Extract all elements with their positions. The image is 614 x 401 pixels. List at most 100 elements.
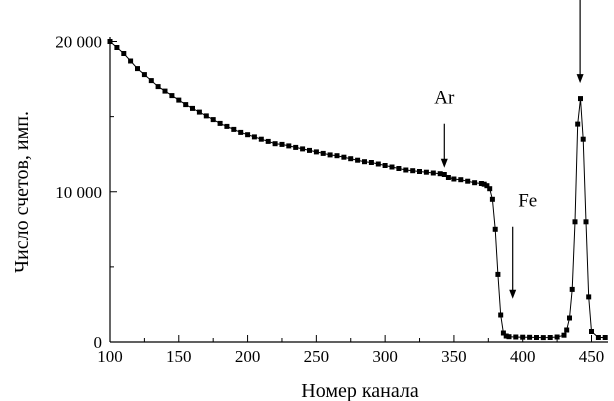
data-point xyxy=(578,96,583,102)
data-point xyxy=(203,113,209,119)
axes: 100 150 200 250 300 350 400 450 0 10 000 20 000 xyxy=(55,33,608,366)
data-point xyxy=(458,177,464,183)
data-point xyxy=(286,143,292,149)
data-point xyxy=(231,126,237,132)
data-point xyxy=(487,186,493,192)
data-point xyxy=(148,78,154,84)
data-point xyxy=(572,219,578,225)
data-point xyxy=(575,121,581,127)
data-point xyxy=(417,169,422,174)
data-point xyxy=(396,166,402,171)
data-point xyxy=(567,315,572,321)
data-point xyxy=(423,169,429,175)
data-point xyxy=(589,329,594,334)
data-point xyxy=(258,136,264,142)
data-point xyxy=(569,286,575,292)
data-point xyxy=(498,312,504,318)
data-point xyxy=(445,175,451,180)
annotation-arrow-head xyxy=(576,74,584,84)
data-point xyxy=(196,109,202,115)
data-point xyxy=(238,129,244,135)
series-line xyxy=(109,41,606,339)
data-point xyxy=(437,171,443,177)
data-point xyxy=(183,102,189,108)
data-point xyxy=(492,226,498,232)
data-point xyxy=(495,271,501,277)
data-point xyxy=(114,45,120,50)
x-tick-label: 350 xyxy=(441,347,467,366)
data-point xyxy=(451,176,457,182)
data-point xyxy=(265,138,271,144)
data-point xyxy=(554,334,560,340)
data-point xyxy=(327,152,333,158)
data-point xyxy=(224,123,230,129)
x-axis-label: Номер канала xyxy=(301,380,419,401)
annotation-label: Ar xyxy=(434,88,455,109)
data-point xyxy=(251,134,257,140)
x-tick-label: 150 xyxy=(166,347,192,366)
data-point xyxy=(300,146,306,152)
data-point xyxy=(169,93,175,99)
data-point xyxy=(313,149,319,155)
data-point xyxy=(141,72,147,78)
data-point xyxy=(481,181,487,187)
data-point xyxy=(368,160,374,165)
x-tick-label: 400 xyxy=(510,347,536,366)
data-point xyxy=(583,219,589,225)
data-point xyxy=(410,168,416,174)
data-point xyxy=(121,51,127,56)
data-point xyxy=(341,154,347,160)
y-tick-label: 10 000 xyxy=(55,183,102,202)
data-point xyxy=(484,183,490,189)
x-tick-label: 250 xyxy=(304,347,330,366)
data-point xyxy=(595,335,601,340)
data-point xyxy=(389,164,395,170)
data-point xyxy=(190,105,195,111)
data-point xyxy=(162,88,168,94)
data-point xyxy=(320,150,326,156)
data-point xyxy=(382,163,388,168)
data-point xyxy=(334,153,340,159)
data-point xyxy=(293,144,299,150)
data-point xyxy=(362,159,367,165)
data-point xyxy=(602,335,608,340)
data-point xyxy=(561,332,567,338)
y-tick-label: 0 xyxy=(94,333,103,352)
data-point xyxy=(547,335,553,340)
y-tick-label: 20 000 xyxy=(55,33,102,52)
annotation-arrow-head xyxy=(509,289,517,299)
data-point xyxy=(155,84,161,90)
data-point xyxy=(430,170,436,176)
data-point xyxy=(217,120,223,126)
data-point xyxy=(580,136,586,142)
data-point xyxy=(279,141,285,147)
data-point xyxy=(586,294,592,300)
data-point xyxy=(500,330,506,336)
data-point xyxy=(513,334,519,340)
data-point xyxy=(210,117,216,123)
x-tick-label: 300 xyxy=(372,347,398,366)
data-point xyxy=(245,132,251,138)
data-point xyxy=(534,335,539,340)
data-point xyxy=(564,327,570,333)
data-point xyxy=(128,58,134,64)
data-point xyxy=(527,334,533,340)
data-point xyxy=(272,141,278,147)
data-point xyxy=(307,147,312,153)
data-point xyxy=(348,156,354,162)
data-point xyxy=(441,172,447,177)
data-point xyxy=(489,196,495,202)
data-point xyxy=(403,167,409,173)
y-axis-label: Число счетов, имп. xyxy=(11,111,33,273)
plot-area xyxy=(107,39,608,341)
annotation-arrow-head xyxy=(440,158,448,168)
annotations: ArFePd xyxy=(434,0,584,299)
data-point xyxy=(355,157,361,163)
data-point xyxy=(375,161,381,167)
data-point xyxy=(540,335,546,341)
data-point xyxy=(472,180,478,186)
x-tick-label: 450 xyxy=(579,347,605,366)
x-tick-label: 200 xyxy=(235,347,261,366)
annotation-label: Fe xyxy=(518,191,537,212)
